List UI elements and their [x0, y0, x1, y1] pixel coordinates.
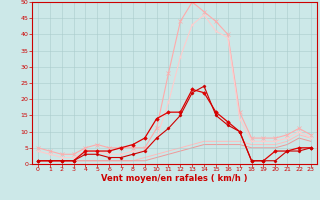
X-axis label: Vent moyen/en rafales ( km/h ): Vent moyen/en rafales ( km/h ) — [101, 174, 248, 183]
